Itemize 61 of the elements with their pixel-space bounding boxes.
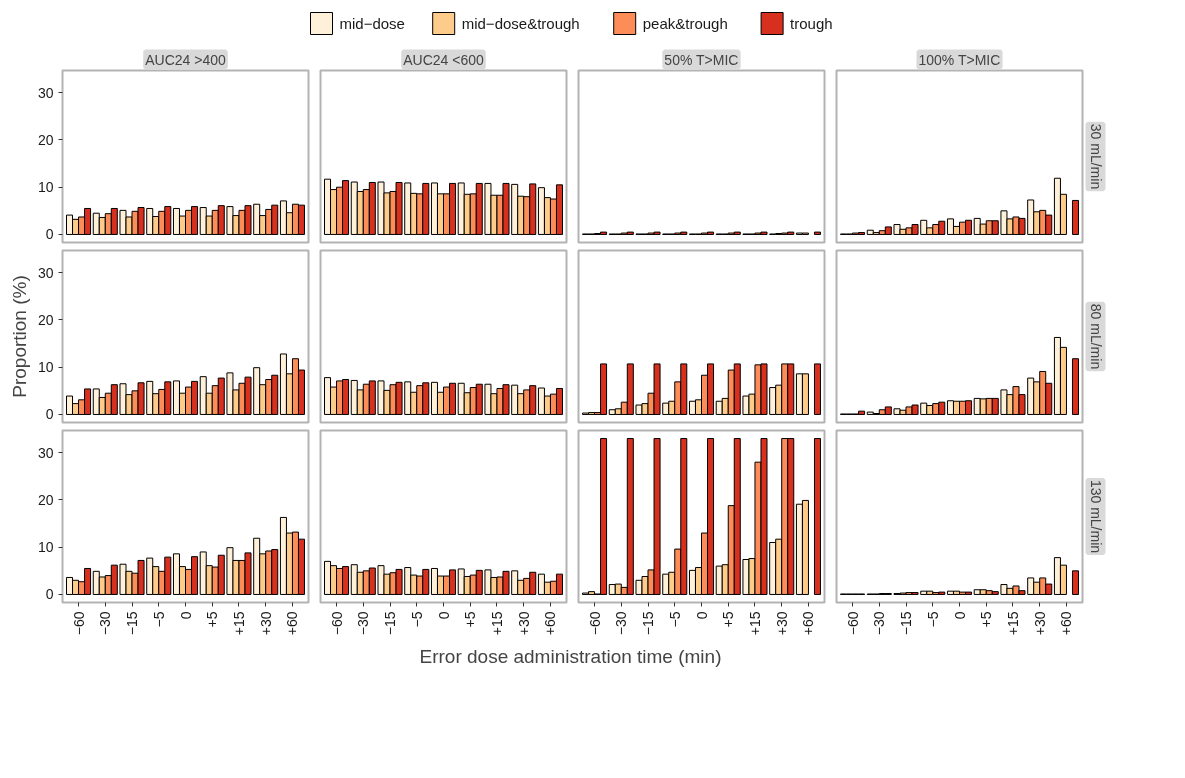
- chart-title: AUC24 >400: [145, 51, 226, 68]
- x-tick-label: +5: [204, 611, 221, 628]
- y2-axis-title: 30 mL/min: [1087, 123, 1104, 190]
- x-tick-label: −60: [586, 611, 603, 636]
- x-tick-label: −15: [124, 611, 141, 636]
- x-tick-label: +30: [773, 611, 790, 636]
- x-tick-label: +30: [1031, 611, 1048, 636]
- y-tick-label: 30: [37, 444, 54, 461]
- y-tick-label: 0: [45, 226, 54, 243]
- y2-axis-title: 130 mL/min: [1087, 479, 1104, 554]
- chart-title: AUC24 <600: [403, 51, 484, 68]
- x-tick-label: +60: [542, 611, 559, 636]
- x-tick-label: 0: [951, 611, 968, 620]
- x-tick-label: +15: [230, 611, 247, 636]
- chart-title: 50% T>MIC: [664, 51, 739, 68]
- x-tick-label: +15: [746, 611, 763, 636]
- x-tick-label: −5: [666, 611, 683, 628]
- y-tick-label: 0: [45, 586, 54, 603]
- chart-title: 100% T>MIC: [918, 51, 1001, 68]
- y-tick-label: 10: [37, 539, 54, 556]
- y2-axis-title: 80 mL/min: [1087, 303, 1104, 370]
- x-tick-label: 0: [435, 611, 452, 620]
- x-tick-label: −5: [924, 611, 941, 628]
- x-tick-label: +5: [462, 611, 479, 628]
- x-tick-label: +5: [720, 611, 737, 628]
- x-tick-label: −60: [70, 611, 87, 636]
- x-tick-label: −15: [898, 611, 915, 636]
- legend-label: mid−dose&trough: [461, 15, 580, 32]
- y-axis-title: Proportion (%): [8, 275, 30, 398]
- x-tick-label: −30: [613, 611, 630, 636]
- y-tick-label: 20: [37, 131, 54, 148]
- x-tick-label: +30: [515, 611, 532, 636]
- x-tick-label: −5: [150, 611, 167, 628]
- x-tick-label: −30: [871, 611, 888, 636]
- x-tick-label: −30: [97, 611, 114, 636]
- y-tick-label: 10: [37, 359, 54, 376]
- y-tick-label: 30: [37, 84, 54, 101]
- legend-label: mid−dose: [339, 15, 405, 32]
- y-tick-label: 10: [37, 179, 54, 196]
- x-tick-label: −30: [355, 611, 372, 636]
- x-tick-label: +60: [284, 611, 301, 636]
- x-tick-label: +15: [488, 611, 505, 636]
- x-tick-label: −5: [408, 611, 425, 628]
- y-tick-label: 20: [37, 491, 54, 508]
- x-tick-label: −60: [328, 611, 345, 636]
- legend-label: trough: [790, 15, 833, 32]
- x-tick-label: 0: [693, 611, 710, 620]
- x-tick-label: −60: [844, 611, 861, 636]
- x-tick-label: +5: [978, 611, 995, 628]
- x-axis-title: Error dose administration time (min): [419, 645, 722, 667]
- x-tick-label: −15: [640, 611, 657, 636]
- x-tick-label: 0: [177, 611, 194, 620]
- x-tick-label: +30: [257, 611, 274, 636]
- legend-label: peak&trough: [642, 15, 728, 32]
- y-tick-label: 20: [37, 311, 54, 328]
- x-tick-label: −15: [382, 611, 399, 636]
- y-tick-label: 0: [45, 406, 54, 423]
- x-tick-label: +60: [800, 611, 817, 636]
- x-tick-label: +15: [1004, 611, 1021, 636]
- y-tick-label: 30: [37, 264, 54, 281]
- x-tick-label: +60: [1058, 611, 1075, 636]
